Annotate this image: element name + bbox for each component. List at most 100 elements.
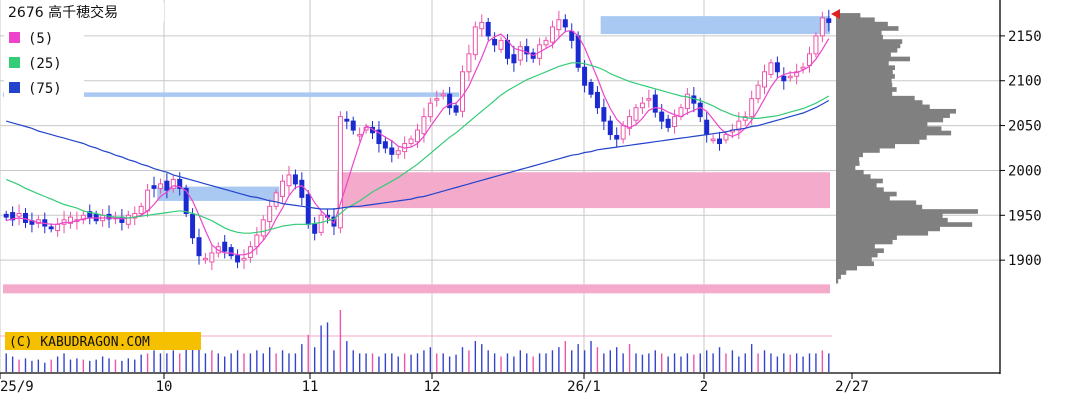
candle-body [524,46,530,55]
candle-body [376,129,382,145]
candle-body [639,102,645,109]
volume-profile-bar [836,165,856,171]
volume-profile-bar [836,161,860,166]
volume-profile-bar [836,95,915,101]
candle-body [415,129,420,143]
volume-profile-bar [836,65,895,71]
candle-body [305,194,311,225]
candle-body [87,211,93,218]
volume-profile-bar [836,152,863,158]
candle-body [350,120,356,131]
volume-profile-bar [836,130,952,136]
price-zone-blue [3,92,460,97]
volume-profile-bar [836,26,899,31]
volume-profile-bar [836,108,957,114]
candle-body [440,93,446,97]
candle-body [170,178,176,189]
candle-body [485,21,491,37]
candle-body [389,147,395,155]
volume-profile-bar [836,143,895,149]
price-zone-blue [600,16,830,35]
candle-body [80,214,86,221]
candle-body [357,134,363,137]
candle-body [742,116,748,121]
candle-body [819,17,825,37]
candle-body [157,183,163,189]
y-tick-label: 1900 [1008,253,1042,269]
y-tick-label: 2050 [1008,119,1042,135]
candle-body [569,30,575,41]
candle-body [67,216,73,224]
candle-body [421,116,427,135]
candle-body [299,179,305,198]
volume-profile-bar [836,47,898,53]
candle-body [55,223,61,232]
candle-body [723,134,729,141]
candle-body [10,212,16,221]
candle-body [511,54,517,64]
candle-body [774,62,780,73]
candle-body [736,120,742,131]
x-tick-label: 10 [156,379,173,395]
candle-body [749,98,755,118]
volume-profile-bar [836,74,895,79]
ma-line-5 [6,29,830,256]
candle-body [781,75,787,82]
x-tick-label: 12 [424,379,441,395]
volume-profile-bar [836,183,877,188]
candle-body [556,19,562,31]
candle-body [254,234,260,248]
candle-body [665,118,671,128]
candle-body [672,116,678,127]
candle-body [447,93,453,109]
candle-body [344,118,350,122]
candle-body [228,247,234,257]
candle-body [209,252,215,263]
volume-profile-bar [836,30,882,36]
candle-body [588,82,594,95]
candle-body [408,138,414,145]
candle-body [594,91,600,109]
volume-profile-bar [836,226,941,232]
volume-profile-bar [836,174,871,179]
candle-body [241,257,247,261]
candle-body [337,116,343,229]
legend-swatch-ma5 [9,32,20,43]
candle-body [543,39,549,46]
legend-label-ma75: (75) [28,81,62,97]
volume-profile-bar [836,78,892,84]
candle-body [164,180,170,191]
volume-profile-bar [836,252,878,258]
volume-profile-bar [836,100,923,105]
candle-body [280,180,286,197]
legend-label-ma5: (5) [28,31,53,47]
volume-profile-bar [836,278,839,284]
candle-body [633,107,639,121]
volume-profile-bar [836,187,884,193]
ma-line-75 [6,99,830,210]
x-tick-label: 11 [302,379,319,395]
candle-body [286,174,292,187]
candle-body [466,53,472,73]
volume-profile-bar [836,156,860,162]
candle-body [659,111,665,122]
candle-body [601,107,607,122]
candle-body [684,93,690,110]
volume-profile-bar [836,122,928,127]
legend-swatch-ma25 [9,57,20,68]
candle-body [787,75,793,79]
volume-profile-bar [836,222,973,227]
volume-profile-bar [836,56,911,62]
x-tick-label: 2 [700,379,708,395]
volume-profile-bar [836,61,889,66]
candle-body [768,62,774,75]
candle-body [48,226,54,230]
candle-body [492,38,498,46]
ma-line-25 [5,62,830,234]
candle-body [472,26,478,56]
volume-profile-bar [836,52,891,57]
candle-body [183,187,189,215]
volume-profile-bar [836,113,950,118]
x-tick-label: 25/9 [0,379,34,395]
candle-body [627,116,633,129]
